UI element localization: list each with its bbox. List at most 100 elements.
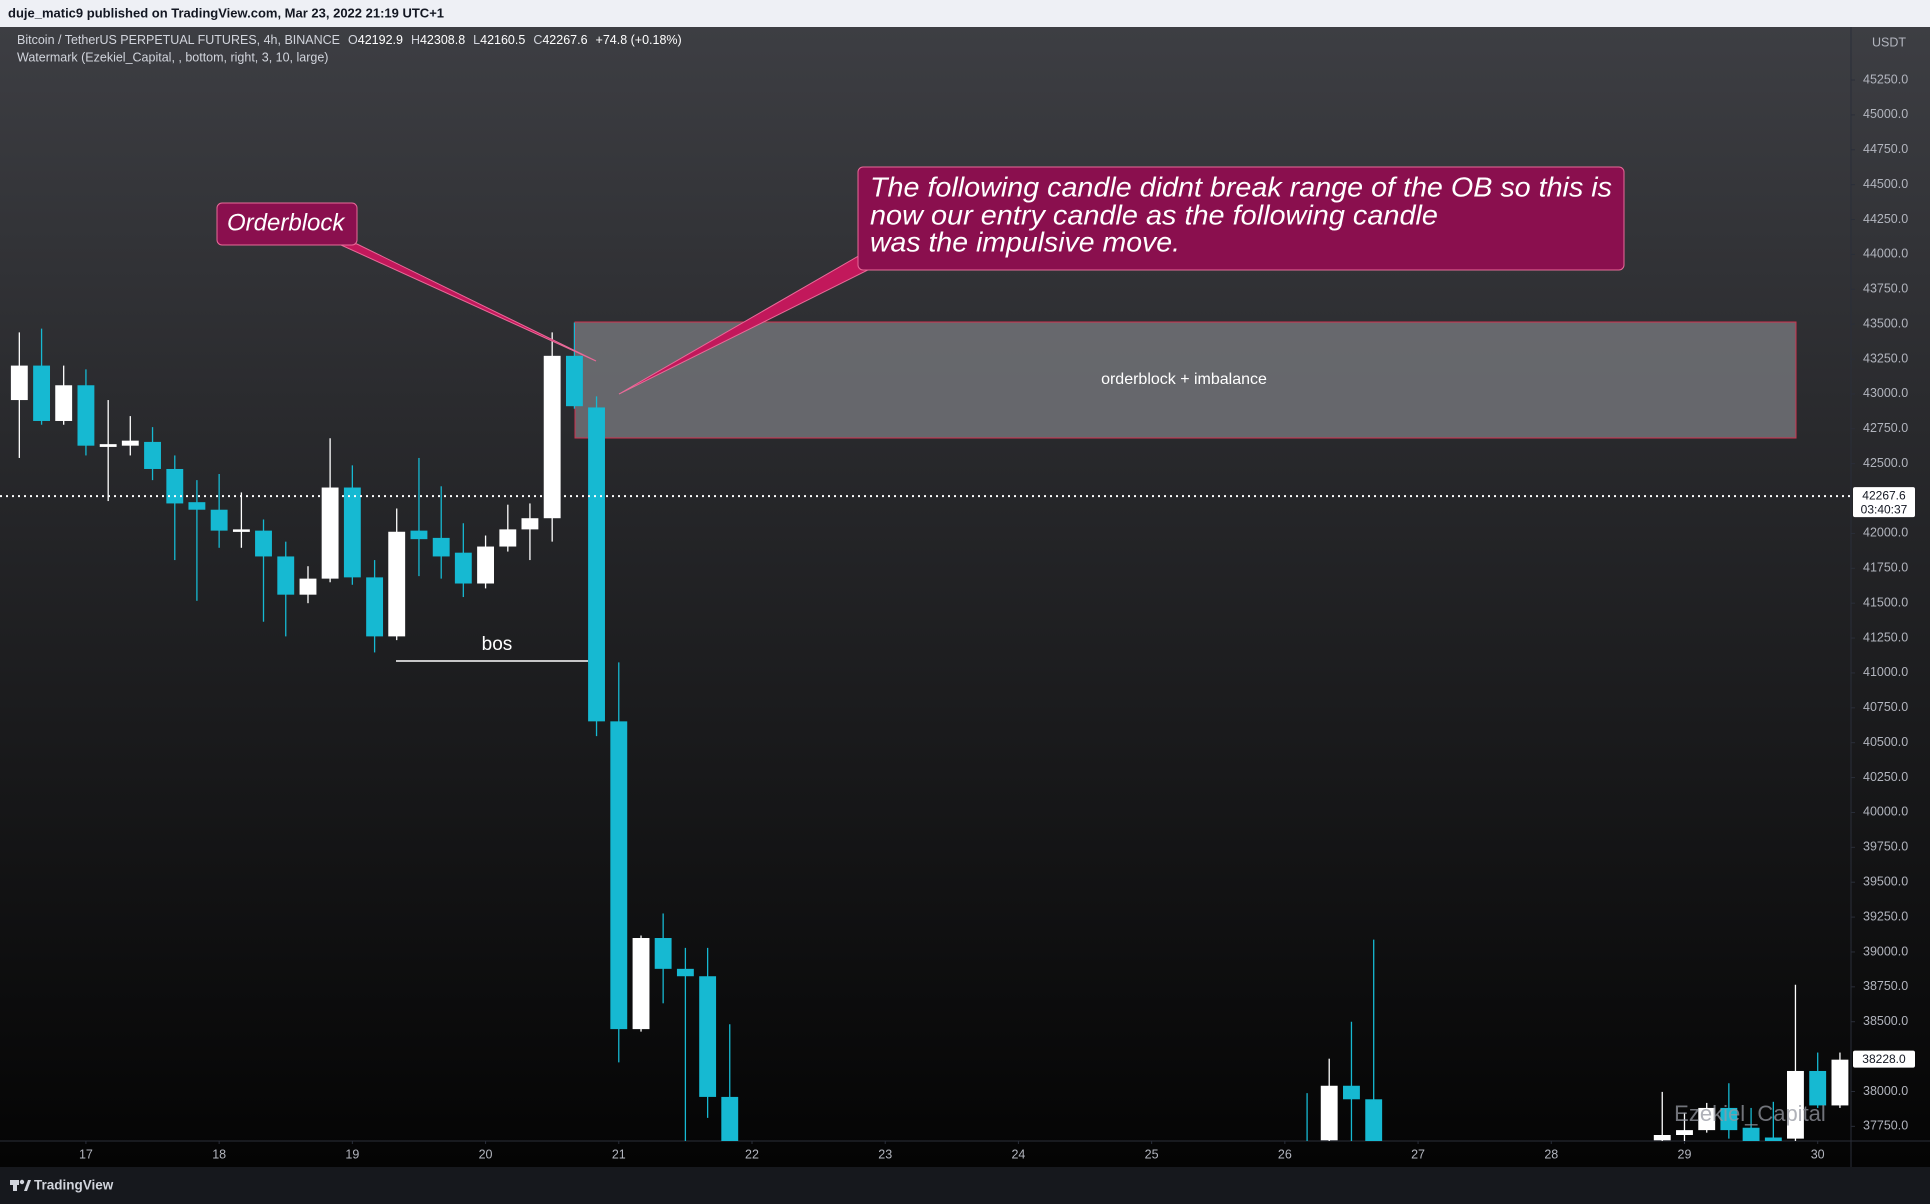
candle-body bbox=[99, 444, 117, 447]
candles bbox=[10, 322, 1849, 1141]
y-tick-label: 41000.0 bbox=[1863, 665, 1908, 679]
y-tick-label: 40500.0 bbox=[1863, 735, 1908, 749]
indicator: Watermark (Ezekiel_Capital, , bottom, ri… bbox=[17, 50, 328, 64]
candle-body bbox=[1720, 1107, 1738, 1131]
price-label-box bbox=[1853, 1050, 1915, 1068]
orderblock-zone bbox=[574, 321, 1797, 439]
y-tick-label: 40000.0 bbox=[1863, 805, 1908, 819]
legend-header: Bitcoin / TetherUS PERPETUAL FUTURES, 4h… bbox=[17, 33, 682, 64]
candle-body bbox=[499, 529, 517, 547]
top-bar bbox=[0, 0, 1930, 27]
candle-body bbox=[1742, 1127, 1760, 1141]
x-tick-label: 25 bbox=[1145, 1147, 1159, 1161]
header-part: 42192.9 bbox=[358, 33, 403, 47]
candle-body bbox=[321, 487, 339, 579]
candle-body bbox=[1809, 1070, 1827, 1106]
y-tick-label: 43250.0 bbox=[1863, 351, 1908, 365]
candle-body bbox=[543, 355, 561, 519]
candle-body bbox=[699, 976, 717, 1097]
candle-body bbox=[1365, 1099, 1383, 1141]
x-tick-label: 19 bbox=[345, 1147, 359, 1161]
candle-body bbox=[121, 440, 139, 446]
candle-body bbox=[366, 577, 384, 637]
y-tick-label: 44500.0 bbox=[1863, 177, 1908, 191]
x-tick-label: 24 bbox=[1011, 1147, 1025, 1161]
x-tick-label: 20 bbox=[479, 1147, 493, 1161]
y-tick-label: 44750.0 bbox=[1863, 142, 1908, 156]
candle-body bbox=[166, 468, 184, 504]
candle-body bbox=[1764, 1137, 1782, 1141]
y-tick-label: 37750.0 bbox=[1863, 1119, 1908, 1133]
y-tick-label: 38500.0 bbox=[1863, 1014, 1908, 1028]
y-tick-label: 44250.0 bbox=[1863, 212, 1908, 226]
y-tick-label: 42000.0 bbox=[1863, 526, 1908, 540]
y-tick-label: 39000.0 bbox=[1863, 944, 1908, 958]
candle-body bbox=[210, 509, 228, 531]
x-tick-label: 30 bbox=[1811, 1147, 1825, 1161]
x-tick-label: 28 bbox=[1544, 1147, 1558, 1161]
candle-body bbox=[477, 546, 495, 584]
tv-logo bbox=[10, 1179, 31, 1191]
candle-body bbox=[255, 530, 272, 557]
watermark: Ezekiel_Capital bbox=[1674, 1101, 1826, 1126]
header-part: +74.8 (+0.18%) bbox=[596, 33, 682, 47]
candle-body bbox=[654, 938, 672, 969]
candle-body bbox=[1343, 1085, 1360, 1100]
bos-label: bos bbox=[482, 634, 513, 655]
publisher: duje_matic9 published on TradingView.com… bbox=[8, 5, 444, 20]
candle-body bbox=[388, 531, 406, 637]
candle-body bbox=[454, 552, 472, 584]
y-tick-label: 40750.0 bbox=[1863, 700, 1908, 714]
candle-body bbox=[1653, 1135, 1671, 1141]
candle-body bbox=[343, 487, 361, 578]
x-tick-label: 27 bbox=[1411, 1147, 1425, 1161]
x-tick-label: 29 bbox=[1678, 1147, 1692, 1161]
x-tick-label: 26 bbox=[1278, 1147, 1292, 1161]
y-tick-label: 38750.0 bbox=[1863, 979, 1908, 993]
candle-body bbox=[33, 365, 51, 421]
y-tick-label: 42500.0 bbox=[1863, 456, 1908, 470]
zone-label: orderblock + imbalance bbox=[1101, 371, 1267, 388]
candle-body bbox=[144, 441, 161, 469]
price-label-box bbox=[1853, 487, 1915, 518]
x-tick-label: 23 bbox=[878, 1147, 892, 1161]
candle-body bbox=[588, 407, 605, 722]
callout-line: now our entry candle as the following ca… bbox=[870, 199, 1438, 230]
y-tick-label: 40250.0 bbox=[1863, 770, 1908, 784]
candle-body bbox=[632, 938, 650, 1030]
y-tick-label: 39750.0 bbox=[1863, 840, 1908, 854]
header-part: 42308.8 bbox=[420, 33, 465, 47]
y-tick-label: 41250.0 bbox=[1863, 630, 1908, 644]
header-part: L bbox=[473, 33, 480, 47]
candle-body bbox=[432, 537, 450, 557]
candle-body bbox=[299, 578, 317, 595]
orderblock-box bbox=[216, 202, 358, 246]
header-part: C bbox=[533, 33, 542, 47]
candle-body bbox=[1320, 1085, 1338, 1141]
price-label: 42267.6 bbox=[1862, 488, 1906, 502]
callout-box bbox=[857, 166, 1625, 271]
y-tick-label: 42750.0 bbox=[1863, 421, 1908, 435]
y-tick-label: 43000.0 bbox=[1863, 386, 1908, 400]
header-part: H bbox=[411, 33, 420, 47]
y-tick-label: 41750.0 bbox=[1863, 561, 1908, 575]
candle-body bbox=[1676, 1130, 1693, 1136]
candle-body bbox=[232, 529, 250, 532]
candle-body bbox=[188, 502, 206, 510]
candle-body bbox=[77, 385, 95, 446]
y-tick-label: 39250.0 bbox=[1863, 909, 1908, 923]
candle-body bbox=[10, 365, 28, 401]
symbol-line: Bitcoin / TetherUS PERPETUAL FUTURES, 4h… bbox=[17, 33, 682, 47]
candle-body bbox=[277, 556, 295, 595]
candle-body bbox=[1787, 1070, 1804, 1139]
candle-body bbox=[55, 385, 73, 421]
y-tick-label: 43500.0 bbox=[1863, 316, 1908, 330]
header-part: Bitcoin / TetherUS PERPETUAL FUTURES, 4h… bbox=[17, 33, 340, 47]
y-tick-label: 44000.0 bbox=[1863, 247, 1908, 261]
y-tick-label: 39500.0 bbox=[1863, 875, 1908, 889]
header-part: 42160.5 bbox=[480, 33, 525, 47]
bottom-bar bbox=[0, 1167, 1930, 1204]
callout-line: was the impulsive move. bbox=[870, 226, 1180, 257]
price-countdown: 03:40:37 bbox=[1861, 502, 1908, 516]
